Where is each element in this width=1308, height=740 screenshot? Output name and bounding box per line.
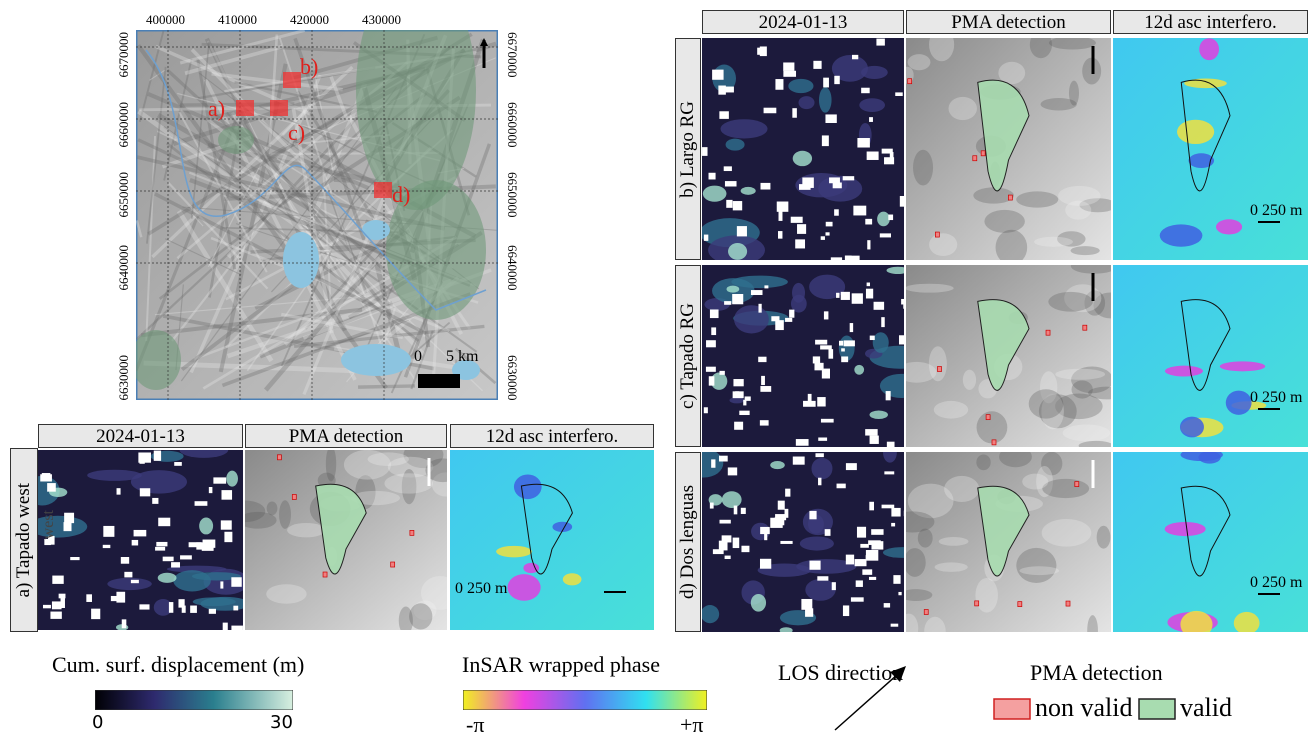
insar-image [1113, 265, 1308, 447]
northing-tick-right: 6660000 [504, 102, 520, 148]
disp-image [702, 38, 904, 260]
valid-label: valid [1180, 693, 1232, 723]
los-arrow [830, 660, 915, 735]
displacement-min: 0 [92, 712, 103, 733]
easting-tick: 400000 [146, 12, 185, 28]
displacement-max: 30 [270, 712, 293, 733]
northing-tick-right: 6630000 [504, 355, 520, 401]
phase-colorbar [463, 690, 707, 710]
overlay-text: west [40, 510, 58, 539]
scale-start: 0 [414, 348, 422, 366]
northing-tick-left: 6640000 [116, 245, 132, 291]
row-label-text: c) Tapado RG [677, 303, 699, 409]
disp-image [702, 452, 904, 632]
northing-tick-left: 6650000 [116, 172, 132, 218]
row-label-text: b) Largo RG [677, 101, 699, 198]
row-label: c) Tapado RG [675, 265, 701, 447]
figure: 400000 410000 420000 430000 6670000 6670000 66… [0, 0, 1308, 740]
disp-image [702, 265, 904, 447]
scale-label: 0 250 m [1250, 202, 1302, 220]
easting-tick: 420000 [290, 12, 329, 28]
site-label: a) [208, 96, 225, 122]
phase-max: +π [680, 712, 704, 738]
row-label: b) Largo RG [675, 38, 701, 260]
northing-tick-left: 6660000 [116, 102, 132, 148]
pma-image [906, 265, 1111, 447]
phase-title: InSAR wrapped phase [462, 652, 660, 678]
non-valid-label: non valid [1035, 693, 1133, 723]
row-label: d) Dos lenguas [675, 452, 701, 632]
site-label: b) [300, 54, 318, 80]
northing-tick-left: 6630000 [116, 355, 132, 401]
northing-tick-right: 6670000 [504, 32, 520, 78]
column-header: 2024-01-13 [38, 424, 243, 448]
pma-title: PMA detection [1030, 660, 1163, 686]
pma-image [906, 452, 1111, 632]
scale-label: 0 250 m [455, 580, 507, 598]
column-header: PMA detection [906, 10, 1111, 34]
valid-swatch [1138, 698, 1176, 720]
easting-tick: 410000 [218, 12, 257, 28]
column-header: 12d asc interfero. [450, 424, 654, 448]
row-label: a) Tapado west [10, 448, 38, 632]
northing-tick-left: 6670000 [116, 32, 132, 78]
scale-end: 5 km [446, 348, 478, 366]
pma-image [245, 450, 447, 630]
insar-image [1113, 38, 1308, 260]
row-label-text: d) Dos lenguas [677, 485, 699, 599]
insar-image [450, 450, 654, 630]
scale-label: 0 250 m [1250, 389, 1302, 407]
row-label-text: a) Tapado west [13, 483, 35, 597]
disp-image [38, 450, 243, 630]
phase-min: -π [466, 712, 484, 738]
northing-tick-right: 6640000 [504, 245, 520, 291]
column-header: 2024-01-13 [702, 10, 904, 34]
column-header: 12d asc interfero. [1113, 10, 1308, 34]
northing-tick-right: 6650000 [504, 172, 520, 218]
displacement-colorbar [95, 690, 293, 710]
pma-image [906, 38, 1111, 260]
column-header: PMA detection [245, 424, 447, 448]
displacement-title: Cum. surf. displacement (m) [52, 652, 304, 678]
overview-map [136, 30, 498, 400]
insar-image [1113, 452, 1308, 632]
easting-tick: 430000 [362, 12, 401, 28]
scale-label: 0 250 m [1250, 574, 1302, 592]
site-label: c) [288, 120, 305, 146]
site-label: d) [392, 182, 410, 208]
non-valid-swatch [993, 698, 1031, 720]
